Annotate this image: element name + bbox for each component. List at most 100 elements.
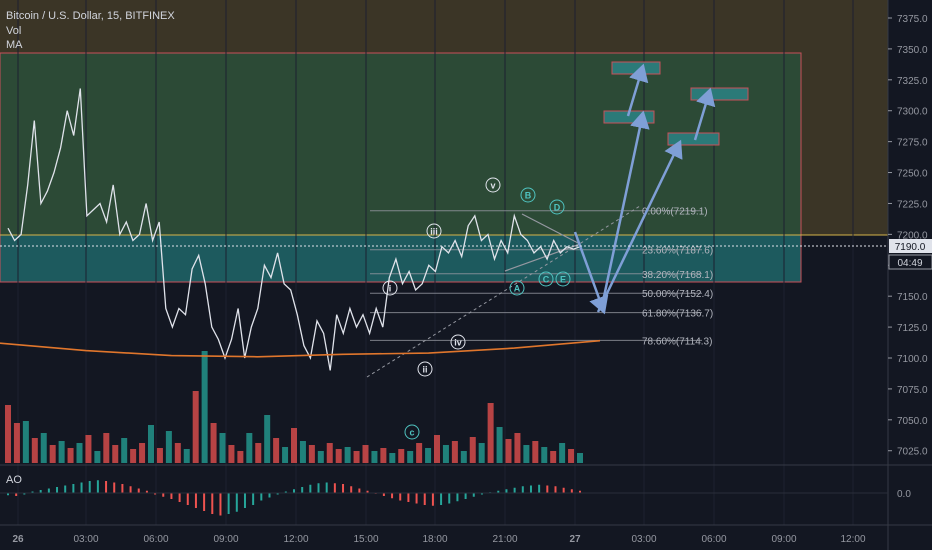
- volume-bar: [434, 435, 440, 463]
- price-series: [7, 88, 581, 371]
- wave-label: D: [554, 203, 561, 213]
- volume-bar: [451, 441, 458, 463]
- volume-bar: [505, 439, 512, 463]
- time-tick-label: 03:00: [631, 534, 656, 545]
- projection-arrow: [693, 87, 716, 141]
- projection-arrow: [626, 63, 649, 117]
- volume-bar: [156, 448, 163, 463]
- volume-bar: [362, 445, 369, 463]
- triangle-lower-line: [504, 243, 581, 272]
- price-tick-label: 7050.0: [897, 416, 928, 427]
- wave-label-circle: [382, 280, 398, 296]
- price-tick-label: 7250.0: [897, 169, 928, 180]
- price-tick-label: 7100.0: [897, 354, 928, 365]
- volume-bar: [496, 427, 503, 463]
- current-price-badge: [889, 239, 932, 253]
- volume-bar: [31, 438, 38, 463]
- wave-label: iii: [430, 227, 438, 237]
- current-price-value: 7190.0: [895, 242, 926, 253]
- volume-bar: [121, 438, 128, 463]
- volume-bar: [568, 449, 575, 463]
- volume-bar: [273, 438, 280, 463]
- price-tick-label: 7125.0: [897, 323, 928, 334]
- price-tick-label: 7375.0: [897, 14, 928, 25]
- volume-bar: [5, 405, 11, 463]
- volume-bar: [183, 449, 190, 463]
- wave-label-circle: [520, 187, 536, 203]
- target-box: [690, 87, 749, 101]
- wave-label: C: [543, 275, 550, 285]
- volume-bar: [246, 433, 253, 463]
- volume-bar: [219, 433, 226, 463]
- volume-bar: [67, 448, 74, 463]
- projection-arrows[interactable]: [573, 63, 716, 315]
- volume-bar: [282, 447, 289, 463]
- price-tick-label: 7200.0: [897, 230, 928, 241]
- wave-label-circle: [450, 334, 466, 350]
- volume-bar: [22, 421, 29, 463]
- time-tick-label: 03:00: [73, 534, 98, 545]
- volume-bar: [460, 451, 467, 463]
- wave-label: B: [525, 191, 532, 201]
- wave-label-circle: [404, 424, 420, 440]
- wave-label-circle: [426, 223, 442, 239]
- wave-label-circle: [509, 280, 525, 296]
- fib-level-label: 78.60%(7114.3): [642, 336, 712, 347]
- volume-bar: [425, 448, 432, 463]
- volume-bar: [201, 351, 208, 463]
- volume-bar: [40, 433, 47, 463]
- wave-label-circle: [538, 271, 554, 287]
- price-tick-label: 7350.0: [897, 45, 928, 56]
- volume-bar: [559, 443, 566, 463]
- ao-indicator-label[interactable]: AO: [6, 474, 22, 486]
- wave-label-circle: [485, 177, 501, 193]
- volume-bar: [532, 441, 539, 463]
- volume-bar: [76, 443, 83, 463]
- ma-indicator-label[interactable]: MA: [6, 39, 23, 51]
- volume-indicator-label[interactable]: Vol: [6, 25, 21, 37]
- fib-level-label: 0.00%(7219.1): [642, 207, 708, 218]
- price-tick-label: 7300.0: [897, 107, 928, 118]
- volume-bar: [13, 423, 20, 463]
- volume-bar: [49, 445, 56, 463]
- volume-bar: [371, 451, 378, 463]
- price-tick-label: 7325.0: [897, 76, 928, 87]
- ma-line: [0, 339, 601, 358]
- volume-bar: [291, 428, 297, 463]
- volume-bar: [192, 391, 199, 463]
- volume-bar: [94, 451, 101, 463]
- time-tick-label: 06:00: [701, 534, 726, 545]
- volume-bar: [353, 451, 360, 463]
- time-tick-label: 18:00: [422, 534, 447, 545]
- time-tick-label: 12:00: [840, 534, 865, 545]
- trend-lines[interactable]: [366, 205, 641, 378]
- volume-bar: [255, 443, 262, 463]
- time-tick-label: 06:00: [143, 534, 168, 545]
- time-tick-label: 26: [12, 534, 24, 545]
- wave-label-circle: [417, 361, 433, 377]
- price-axis[interactable]: 7375.0 7350.0 7325.0 7300.0 7275.0 7250.0 7225…: [888, 14, 928, 458]
- time-tick-label: 09:00: [771, 534, 796, 545]
- moving-average: [0, 339, 601, 358]
- volume-bar: [335, 449, 342, 463]
- volume-bar: [210, 423, 217, 463]
- time-tick-label: 09:00: [213, 534, 238, 545]
- countdown-badge: [888, 254, 932, 270]
- volume-bar: [398, 449, 405, 463]
- time-axis[interactable]: 26 03:00 06:00 09:00 12:00 15:00 18:00 21:00 27 0…: [12, 534, 866, 545]
- price-line: [7, 88, 581, 371]
- volume-bar: [112, 445, 119, 463]
- volume-bar: [487, 403, 494, 463]
- time-tick-label: 15:00: [353, 534, 378, 545]
- target-box: [611, 61, 661, 75]
- fib-level-label: 61.80%(7136.7): [642, 309, 713, 320]
- volume-bar: [416, 443, 423, 463]
- ao-zero-value: 0.0: [897, 489, 911, 500]
- volume-bar: [389, 453, 396, 463]
- symbol-title[interactable]: Bitcoin / U.S. Dollar, 15, BITFINEX: [6, 10, 175, 22]
- wave-label-circle: [555, 271, 571, 287]
- bar-countdown: 04:49: [897, 258, 922, 269]
- volume-bar: [103, 433, 110, 463]
